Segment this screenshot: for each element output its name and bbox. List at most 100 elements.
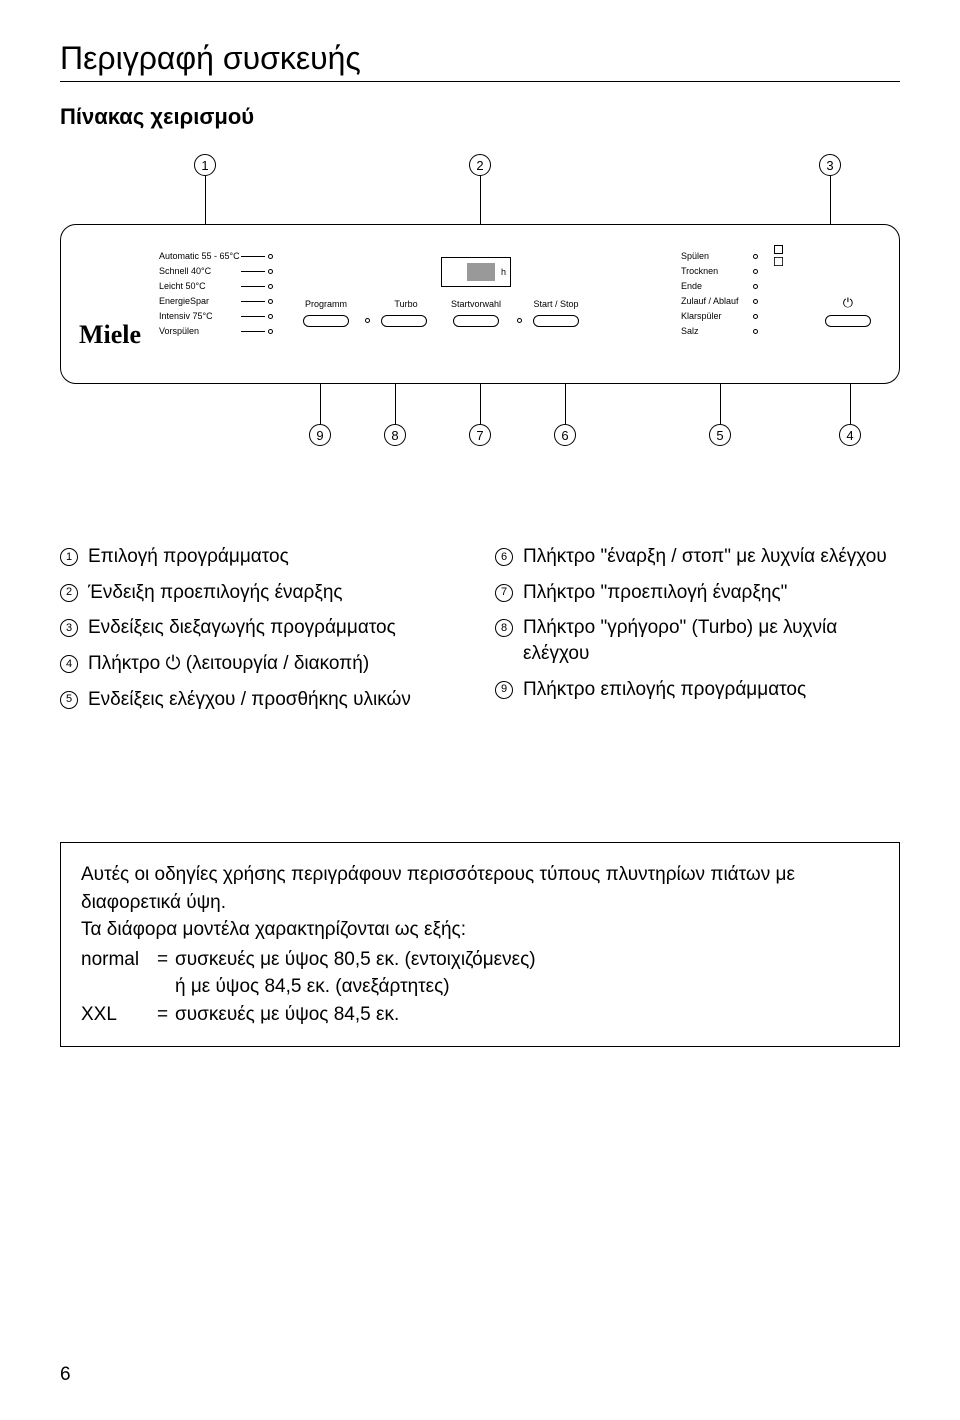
callout-lead-1 <box>205 176 206 224</box>
btn-label-turbo: Turbo <box>371 299 441 309</box>
program-label: Intensiv 75°C <box>159 309 238 324</box>
program-line <box>241 331 265 332</box>
note-line-1: Αυτές οι οδηγίες χρήσης περιγράφουν περι… <box>81 861 879 916</box>
legend-number: 2 <box>60 584 78 602</box>
program-label: Vorspülen <box>159 324 238 339</box>
program-row: Intensiv 75°C <box>159 309 273 324</box>
model-eq: = <box>157 946 175 974</box>
program-row: Vorspülen <box>159 324 273 339</box>
program-indicator-dot <box>268 299 273 304</box>
legend-text: Ενδείξεις διεξαγωγής προγράμματος <box>88 615 465 641</box>
status-row: Klarspüler <box>681 309 758 324</box>
callout-circle-3: 3 <box>819 154 841 176</box>
legend-text: Πλήκτρο "γρήγορο" (Turbo) με λυχνία ελέγ… <box>523 615 900 666</box>
page-number: 6 <box>60 1364 71 1386</box>
callout-circle-6: 6 <box>554 424 576 446</box>
program-list: Automatic 55 - 65°CSchnell 40°CLeicht 50… <box>159 249 273 339</box>
legend-item-8: 8Πλήκτρο "γρήγορο" (Turbo) με λυχνία ελέ… <box>495 615 900 666</box>
status-label: Zulauf / Ablauf <box>681 294 753 309</box>
btn-turbo <box>381 315 427 327</box>
program-indicator-dot <box>268 254 273 259</box>
btn-start-stop <box>533 315 579 327</box>
status-indicator-dot <box>753 269 758 274</box>
status-checkbox-2 <box>774 257 783 269</box>
program-indicator-dot <box>268 314 273 319</box>
legend-right-col: 6Πλήκτρο "έναρξη / στοπ" με λυχνία ελέγχ… <box>495 544 900 722</box>
status-row: Spülen <box>681 249 758 264</box>
btn-programm <box>303 315 349 327</box>
callout-lead-7 <box>480 384 481 424</box>
title-underline <box>60 81 900 82</box>
page-title: Περιγραφή συσκευής <box>60 40 900 77</box>
program-label: EnergieSpar <box>159 294 238 309</box>
status-label: Klarspüler <box>681 309 753 324</box>
status-checkbox-1 <box>774 245 783 254</box>
btn-label-start-stop: Start / Stop <box>521 299 591 309</box>
legend-text: Ενδείξεις ελέγχου / προσθήκης υλικών <box>88 687 465 713</box>
legend-text: Πλήκτρο "προεπιλογή έναρξης" <box>523 580 900 606</box>
legend-left-col: 1Επιλογή προγράμματος 2 Ένδειξη προεπιλογή… <box>60 544 465 722</box>
callout-circle-9: 9 <box>309 424 331 446</box>
program-line <box>241 286 265 287</box>
display-unit: h <box>501 267 506 277</box>
callout-circle-2: 2 <box>469 154 491 176</box>
status-row: Trocknen <box>681 264 758 279</box>
control-panel-diagram: 123 Miele Automatic 55 - 65°CSchnell 40°… <box>60 154 900 494</box>
note-line-2: Τα διάφορα μοντέλα χαρακτηρίζονται ως εξ… <box>81 916 879 944</box>
svg-text:Miele: Miele <box>79 321 141 349</box>
legend-item-2: 2 Ένδειξη προεπιλογής έναρξης <box>60 580 465 606</box>
callout-lead-5 <box>720 384 721 424</box>
status-indicator-dot <box>753 254 758 259</box>
model-desc: ή με ύψος 84,5 εκ. (ανεξάρτητες) <box>175 973 450 1001</box>
model-desc: συσκευές με ύψος 84,5 εκ. <box>175 1001 399 1029</box>
callout-circle-7: 7 <box>469 424 491 446</box>
model-desc: συσκευές με ύψος 80,5 εκ. (εντοιχιζόμενε… <box>175 946 536 974</box>
model-row: ή με ύψος 84,5 εκ. (ανεξάρτητες) <box>81 973 879 1001</box>
status-label: Ende <box>681 279 753 294</box>
program-line <box>241 256 265 257</box>
legend-number: 6 <box>495 548 513 566</box>
program-indicator-dot <box>268 269 273 274</box>
legend-item-3: 3Ενδείξεις διεξαγωγής προγράμματος <box>60 615 465 641</box>
callout-lead-8 <box>395 384 396 424</box>
btn-label-startvorwahl: Startvorwahl <box>441 299 511 309</box>
indicator-startstop-dot <box>517 318 522 323</box>
legend-item-4: 4Πλήκτρο ⏻ (λειτουργία / διακοπή) <box>60 651 465 677</box>
model-label: normal <box>81 946 157 974</box>
legend-text: Πλήκτρο επιλογής προγράμματος <box>523 677 900 703</box>
time-display: h <box>441 257 511 287</box>
section-subtitle: Πίνακας χειρισμού <box>60 104 900 130</box>
callout-circle-8: 8 <box>384 424 406 446</box>
status-indicator-dot <box>753 299 758 304</box>
legend-number: 7 <box>495 584 513 602</box>
status-list: SpülenTrocknenEndeZulauf / AblaufKlarspü… <box>681 249 758 339</box>
callout-circle-4: 4 <box>839 424 861 446</box>
program-label: Schnell 40°C <box>159 264 238 279</box>
status-row: Zulauf / Ablauf <box>681 294 758 309</box>
program-row: Schnell 40°C <box>159 264 273 279</box>
callout-lead-3 <box>830 176 831 224</box>
note-box: Αυτές οι οδηγίες χρήσης περιγράφουν περι… <box>60 842 900 1047</box>
power-icon: ⏻ <box>843 295 853 311</box>
model-eq: = <box>157 1001 175 1029</box>
legend-text: Ένδειξη προεπιλογής έναρξης <box>88 580 465 606</box>
callout-lead-4 <box>850 384 851 424</box>
legend-number: 9 <box>495 681 513 699</box>
status-row: Salz <box>681 324 758 339</box>
status-indicator-dot <box>753 284 758 289</box>
status-label: Trocknen <box>681 264 753 279</box>
callout-lead-6 <box>565 384 566 424</box>
program-row: EnergieSpar <box>159 294 273 309</box>
callout-circle-5: 5 <box>709 424 731 446</box>
program-row: Automatic 55 - 65°C <box>159 249 273 264</box>
program-line <box>241 316 265 317</box>
btn-label-programm: Programm <box>291 299 361 309</box>
display-lcd <box>467 263 495 281</box>
callout-lead-9 <box>320 384 321 424</box>
legend-item-1: 1Επιλογή προγράμματος <box>60 544 465 570</box>
status-row: Ende <box>681 279 758 294</box>
program-label: Automatic 55 - 65°C <box>159 249 238 264</box>
legend-item-9: 9 Πλήκτρο επιλογής προγράμματος <box>495 677 900 703</box>
legend-item-5: 5Ενδείξεις ελέγχου / προσθήκης υλικών <box>60 687 465 713</box>
btn-startvorwahl <box>453 315 499 327</box>
